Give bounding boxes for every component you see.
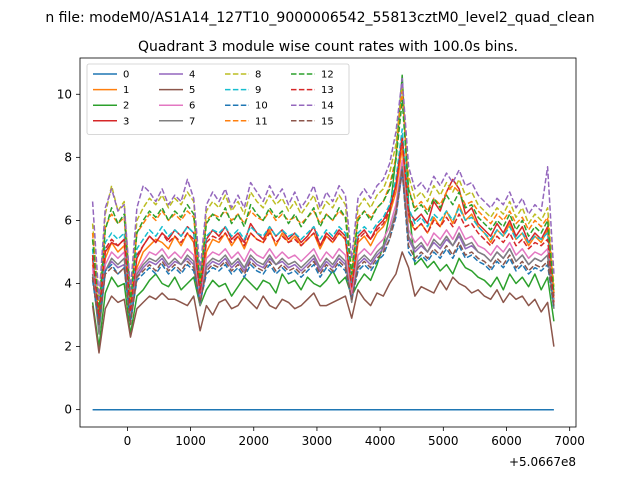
x-tick-label: 1000 <box>175 434 206 448</box>
legend-label-10: 10 <box>255 101 268 112</box>
x-tick-label: 4000 <box>365 434 396 448</box>
series-line-9 <box>91 128 555 323</box>
series-lines <box>91 74 555 411</box>
x-tick-label: 7000 <box>554 434 585 448</box>
legend-frame <box>86 63 350 135</box>
y-tick-label: 6 <box>64 213 72 227</box>
legend-label-4: 4 <box>189 70 195 81</box>
x-offset-label: +5.0667e8 <box>509 455 576 469</box>
x-tick-label: 0 <box>124 434 132 448</box>
legend-label-6: 6 <box>189 101 195 112</box>
series-line-6 <box>91 159 555 332</box>
y-tick-label: 0 <box>64 403 72 417</box>
x-tick-label: 5000 <box>428 434 459 448</box>
legend-label-2: 2 <box>123 101 129 112</box>
legend-label-3: 3 <box>123 116 129 127</box>
series-line-15 <box>91 169 555 326</box>
legend-label-14: 14 <box>321 101 334 112</box>
x-axis: 0 1000 2000 3000 4000 5000 6000 7000 <box>124 427 585 448</box>
series-line-8 <box>91 84 555 307</box>
legend-label-15: 15 <box>321 116 334 127</box>
y-tick-label: 10 <box>57 87 72 101</box>
legend-label-9: 9 <box>255 85 261 96</box>
series-line-4 <box>91 172 555 329</box>
plot-area <box>79 57 577 428</box>
legend-label-13: 13 <box>321 85 334 96</box>
series-line-1 <box>91 147 555 326</box>
legend-label-8: 8 <box>255 70 261 81</box>
legend-label-1: 1 <box>123 85 129 96</box>
series-line-14 <box>91 77 555 301</box>
y-tick-label: 2 <box>64 340 72 354</box>
legend-label-5: 5 <box>189 85 195 96</box>
x-tick-label: 3000 <box>302 434 333 448</box>
series-line-2 <box>91 74 555 348</box>
x-tick-label: 2000 <box>238 434 269 448</box>
legend-label-7: 7 <box>189 116 195 127</box>
y-tick-label: 8 <box>64 150 72 164</box>
series-line-3 <box>91 134 555 319</box>
series-line-5 <box>91 251 555 354</box>
plot-frame <box>79 57 577 428</box>
figure-suptitle: n file: modeM0/AS1A14_127T10_9000006542_… <box>45 10 594 26</box>
x-tick-label: 6000 <box>491 434 522 448</box>
legend-label-12: 12 <box>321 70 334 81</box>
series-line-7 <box>91 166 555 335</box>
legend-label-11: 11 <box>255 116 268 127</box>
series-line-13 <box>91 137 555 319</box>
legend-label-0: 0 <box>123 70 129 81</box>
chart-title: Quadrant 3 module wise count rates with … <box>138 39 518 55</box>
y-axis: 0 2 4 6 8 10 <box>57 87 80 417</box>
y-tick-label: 4 <box>64 277 72 291</box>
series-line-10 <box>91 169 555 326</box>
